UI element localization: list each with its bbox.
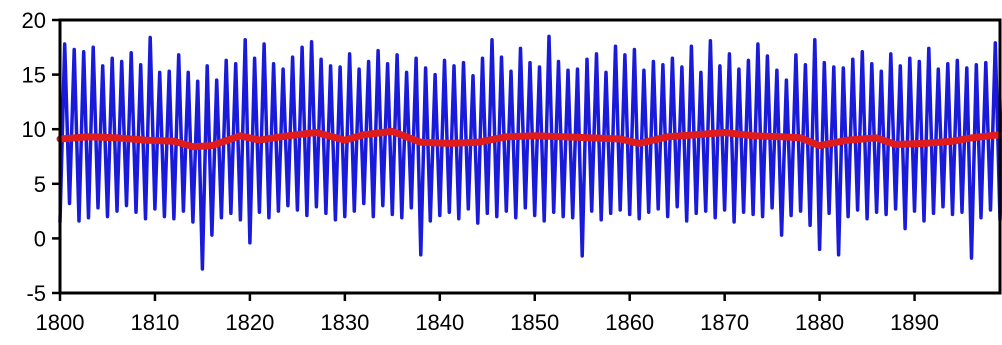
y-tick-label: 0 bbox=[34, 226, 46, 251]
x-tick-label: 1870 bbox=[700, 310, 749, 335]
x-tick-label: 1890 bbox=[890, 310, 939, 335]
x-tick-label: 1860 bbox=[605, 310, 654, 335]
axes-layer bbox=[58, 18, 1002, 295]
series-line-2 bbox=[56, 127, 1002, 151]
y-tick-label: 5 bbox=[34, 172, 46, 197]
x-tick-label: 1840 bbox=[415, 310, 464, 335]
x-tick-label: 1810 bbox=[130, 310, 179, 335]
y-tick-label: 15 bbox=[22, 63, 46, 88]
x-tick-label: 1850 bbox=[510, 310, 559, 335]
x-tick-label: 1800 bbox=[36, 310, 85, 335]
x-axis: 1800 1810 1820 1830 1840 1850 1860 1870 1880 1890 bbox=[36, 293, 939, 335]
y-tick-label: 20 bbox=[22, 8, 46, 33]
series-layer bbox=[56, 34, 1002, 271]
y-axis: -5 0 5 10 15 20 bbox=[22, 8, 60, 306]
y-tick-label: 10 bbox=[22, 117, 46, 142]
plot-frame bbox=[58, 18, 1002, 295]
x-tick-label: 1820 bbox=[225, 310, 274, 335]
series-line-1 bbox=[58, 34, 1002, 271]
y-tick-label: -5 bbox=[26, 281, 46, 306]
x-tick-label: 1880 bbox=[795, 310, 844, 335]
x-tick-label: 1830 bbox=[320, 310, 369, 335]
